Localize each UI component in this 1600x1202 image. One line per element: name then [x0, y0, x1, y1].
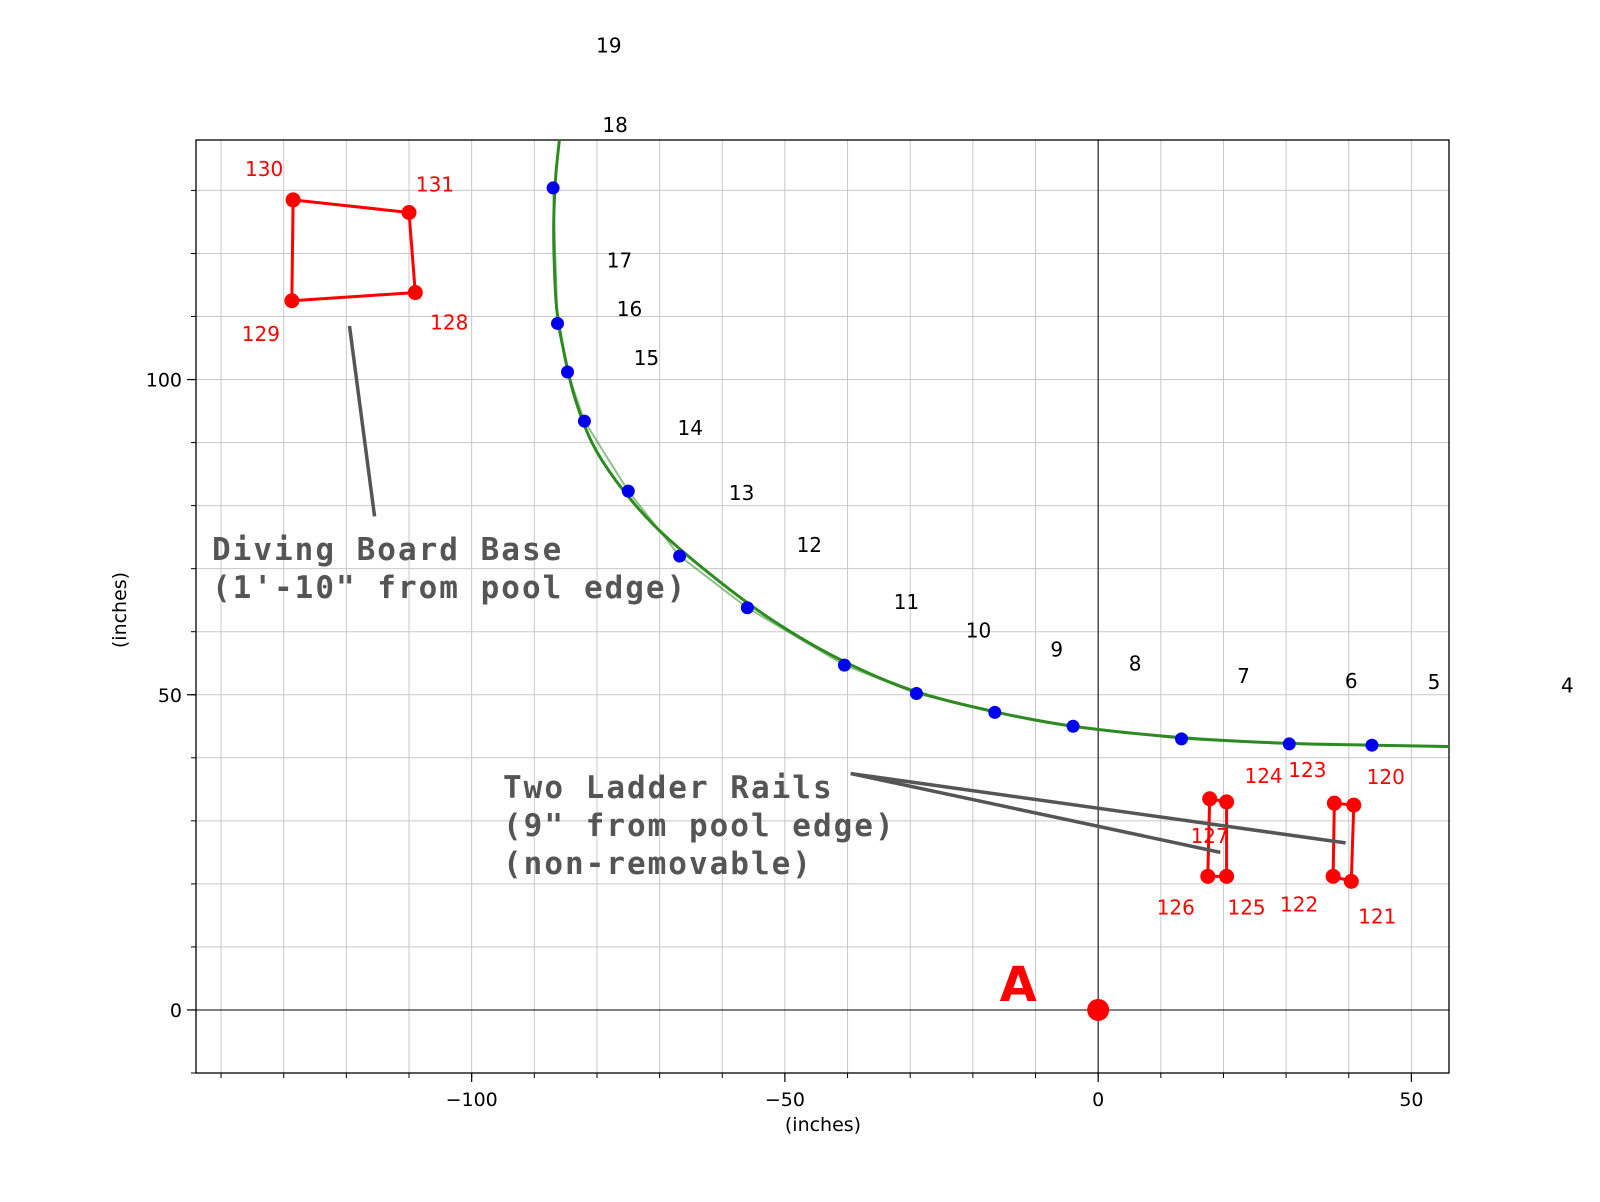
pool-edge-polyline [552, 187, 1449, 749]
origin-marker [1087, 998, 1110, 1021]
annotation-pointer [850, 771, 1221, 855]
edge-point-10 [909, 686, 923, 700]
obstacle-point-120 [1346, 797, 1362, 813]
edge-point-label-7: 7 [1237, 664, 1250, 688]
annotation-text-line: (9" from pool edge) [503, 808, 896, 844]
obstacle-point-127 [1202, 791, 1218, 807]
annotation-pointer [850, 771, 1346, 845]
edge-point-4 [1499, 742, 1512, 755]
edge-point-9 [988, 705, 1002, 719]
obstacle-point-label-126: 126 [1157, 895, 1195, 919]
edge-point-label-18: 18 [602, 113, 627, 137]
obstacle-point-131 [401, 204, 417, 220]
edge-point-12 [740, 601, 754, 615]
obstacle-point-label-124: 124 [1244, 764, 1282, 788]
edge-point-label-9: 9 [1050, 637, 1063, 661]
y-tick-label: 0 [170, 1000, 182, 1022]
edge-point-17 [550, 316, 564, 330]
obstacle-point-121 [1343, 873, 1359, 889]
annotation-text-line: (non-removable) [503, 846, 813, 882]
edge-point-label-17: 17 [607, 248, 632, 272]
edge-point-label-19: 19 [596, 33, 621, 57]
obstacle-point-124 [1219, 794, 1235, 810]
edge-point-14 [621, 484, 635, 498]
edge-point-label-15: 15 [634, 346, 659, 370]
pool-edge-curve-layer [546, 140, 1512, 755]
obstacle-point-label-120: 120 [1367, 765, 1405, 789]
annotation-pointer [347, 325, 377, 517]
annotation-text-line: (1'-10" from pool edge) [212, 570, 687, 606]
point-labels-layer: 4567891011121314151617181920131130129128… [242, 33, 1574, 1013]
obstacle-point-label-130: 130 [245, 157, 283, 181]
edge-point-label-6: 6 [1345, 669, 1358, 693]
obstacle-point-125 [1219, 868, 1235, 884]
x-tick-label: −50 [765, 1089, 805, 1111]
x-tick-label: −100 [446, 1089, 498, 1111]
plot-frame [195, 139, 1450, 1074]
obstacle-point-130 [285, 192, 301, 208]
edge-point-label-11: 11 [894, 590, 919, 614]
obstacle-point-label-131: 131 [416, 172, 454, 196]
y-tick-label: 100 [146, 370, 182, 392]
edge-point-8 [1066, 719, 1080, 733]
edge-point-5 [1365, 738, 1379, 752]
edge-point-label-13: 13 [729, 481, 754, 505]
obstacle-point-label-122: 122 [1280, 892, 1318, 916]
obstacle-point-128 [407, 285, 423, 301]
obstacle-point-123 [1326, 795, 1342, 811]
annotations-layer: Diving Board Base(1'-10" from pool edge)… [212, 325, 1346, 882]
y-axis-label: (inches) [109, 572, 131, 648]
obstacle-point-126 [1200, 868, 1216, 884]
grid [196, 140, 1449, 1074]
pool-edge-curve [552, 140, 1449, 748]
edge-point-label-14: 14 [678, 416, 703, 440]
edge-point-label-16: 16 [617, 297, 642, 321]
edge-point-6 [1282, 737, 1296, 751]
edge-point-11 [837, 658, 851, 672]
edge-point-15 [577, 414, 591, 428]
axes: −100 −50 0 50 0 50 100 [146, 139, 1450, 1111]
x-axis-label: (inches) [785, 1114, 861, 1136]
edge-point-18 [546, 181, 560, 195]
edge-point-13 [673, 549, 687, 563]
x-tick-label: 0 [1092, 1089, 1104, 1111]
origin-marker-label: A [1000, 957, 1037, 1013]
obstacle-point-122 [1325, 868, 1341, 884]
y-tick-label: 50 [158, 685, 182, 707]
x-tick-label: 50 [1399, 1089, 1423, 1111]
edge-point-16 [561, 365, 575, 379]
obstacle-point-label-128: 128 [430, 311, 468, 335]
obstacle-point-label-121: 121 [1358, 904, 1396, 928]
edge-point-label-4: 4 [1561, 673, 1574, 697]
edge-point-label-5: 5 [1428, 670, 1441, 694]
obstacle-point-label-123: 123 [1288, 758, 1326, 782]
obstacle-point-label-125: 125 [1227, 895, 1265, 919]
edge-point-label-10: 10 [966, 618, 991, 642]
edge-point-label-8: 8 [1129, 651, 1142, 675]
edge-point-7 [1174, 732, 1188, 746]
annotation-text-line: Diving Board Base [212, 532, 563, 568]
obstacle-point-129 [284, 293, 300, 309]
obstacle-point-label-129: 129 [242, 322, 280, 346]
obstacle-outline-1 [290, 198, 417, 303]
obstacle-point-label-127: 127 [1191, 824, 1229, 848]
annotation-text-line: Two Ladder Rails [503, 770, 834, 806]
edge-point-label-12: 12 [797, 533, 822, 557]
